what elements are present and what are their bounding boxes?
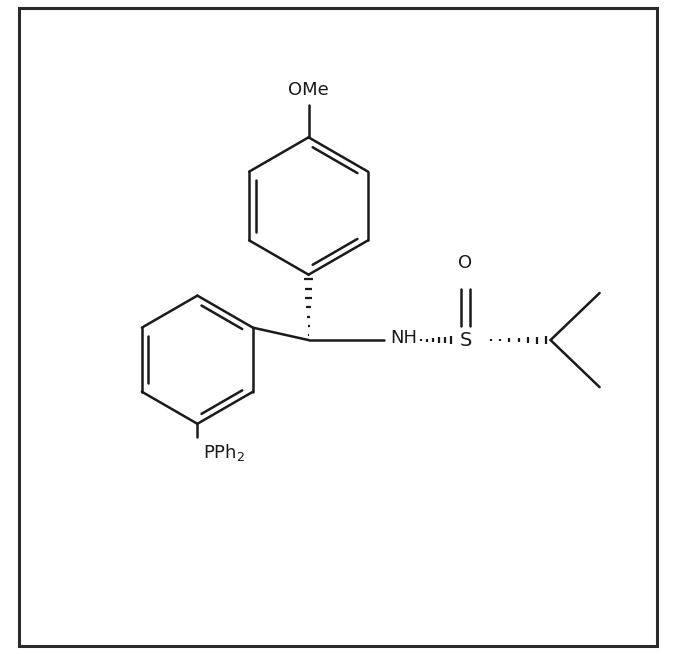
Text: S: S — [460, 330, 472, 350]
Text: OMe: OMe — [288, 81, 329, 99]
Text: PPh$_2$: PPh$_2$ — [203, 442, 245, 463]
Text: NH: NH — [390, 329, 417, 347]
Text: O: O — [458, 254, 473, 272]
